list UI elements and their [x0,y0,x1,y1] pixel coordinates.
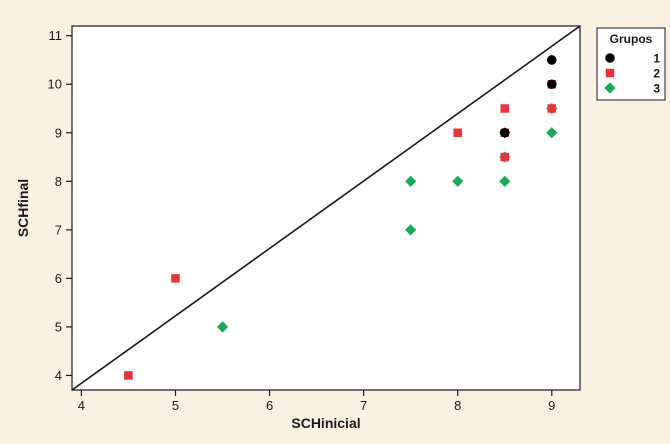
data-point-grupo-1 [499,127,510,138]
data-point-grupo-2 [453,128,462,138]
y-tick-label: 8 [55,174,62,189]
legend-title: Grupos [610,32,653,46]
legend-marker-3 [604,82,616,94]
data-point-grupo-2 [171,274,180,283]
legend-items: 123 [604,52,660,96]
legend-label-2: 2 [653,67,660,81]
x-axis-ticks: 4 5 6 7 8 9 [78,390,555,413]
data-point-grupo-1 [546,79,557,90]
data-point-grupo-1 [546,55,557,65]
data-point-grupo-3 [546,127,558,139]
x-tick-label: 8 [454,398,461,413]
legend-label-1: 1 [653,52,660,66]
data-point-grupo-3 [405,175,417,187]
y-axis-ticks: 4 5 6 7 8 9 10 11 [48,28,72,383]
data-point-grupo-2 [124,371,133,380]
legend: Grupos 123 [596,27,666,101]
x-tick-label: 7 [360,398,367,413]
data-point-grupo-3 [452,175,464,187]
legend-marker-1 [605,53,615,63]
x-tick-label: 5 [172,398,179,413]
reference-line [71,25,581,391]
data-point-grupo-2 [500,104,509,113]
data-point-grupo-3 [216,321,229,333]
y-tick-label: 7 [55,222,62,237]
x-axis-label: SCHinicial [291,415,360,431]
y-tick-label: 9 [55,125,62,140]
y-tick-label: 4 [55,368,62,383]
data-point-grupo-3 [405,224,417,236]
data-point-grupo-2 [547,104,557,113]
y-tick-label: 10 [48,77,62,92]
legend-label-3: 3 [653,82,660,96]
y-tick-label: 5 [55,319,62,334]
legend-marker-2 [605,68,615,78]
x-tick-label: 6 [266,398,273,413]
x-tick-label: 4 [78,398,85,413]
data-point-grupo-2 [500,152,509,162]
data-points [124,55,558,380]
y-tick-label: 11 [49,28,63,43]
y-axis-label: SCHfinal [15,179,31,237]
data-point-grupo-3 [499,175,511,187]
y-tick-label: 6 [55,271,62,286]
x-tick-label: 9 [548,398,555,413]
